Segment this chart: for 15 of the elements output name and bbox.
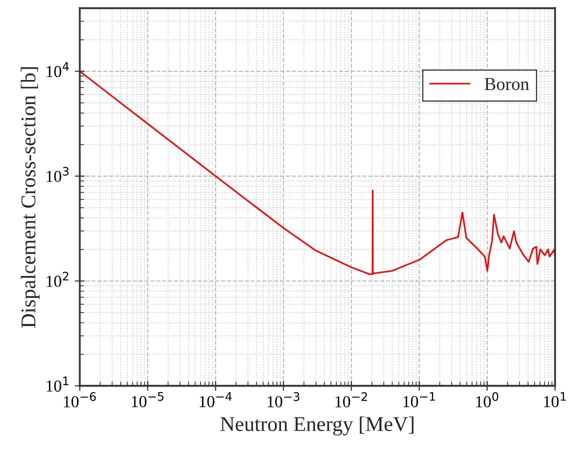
x-tick-label: 10$^{−3}$ [268, 392, 300, 408]
y-axis-title: Dispalcement Cross-section [b] [20, 67, 40, 328]
y-tick-label: 10$^{4}$ [46, 62, 69, 78]
y-tick-label: 10$^{1}$ [46, 376, 68, 392]
x-tick-label: 10$^{0}$ [476, 392, 498, 408]
x-tick-label: 10$^{1}$ [544, 392, 566, 408]
x-tick-label: 10$^{−5}$ [132, 392, 164, 408]
x-tick-label: 10$^{−1}$ [403, 392, 435, 408]
x-axis-title: Neutron Energy [MeV] [220, 416, 414, 436]
x-tick-label: 10$^{−4}$ [200, 392, 232, 408]
legend-label: Boron [484, 78, 530, 90]
y-tick-label: 10$^{3}$ [46, 166, 69, 182]
y-tick-label: 10$^{2}$ [46, 272, 68, 287]
x-tick-label: 10$^{−2}$ [336, 392, 367, 408]
x-tick-label: 10$^{−6}$ [64, 392, 96, 408]
